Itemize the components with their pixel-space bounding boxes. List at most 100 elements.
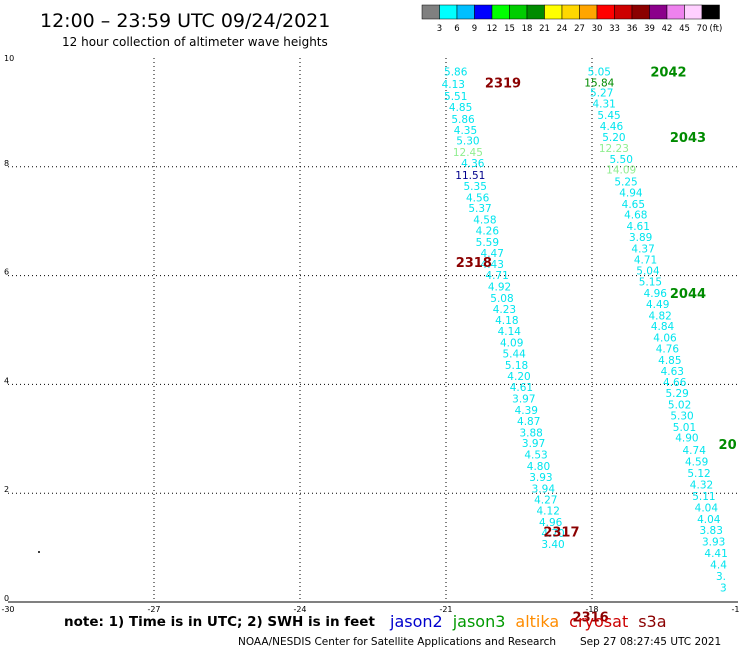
y-tick-labels: 0 2 4 6 8 10 [4,54,14,603]
color-scale-label: 33 [609,24,620,34]
color-scale-label: 45 [679,24,690,34]
swh-value: 4.39 [515,405,538,417]
swh-value: 5.18 [505,360,528,372]
swh-value: 4.37 [631,243,654,255]
color-swatch [701,4,720,20]
swh-value: 4.74 [683,445,707,457]
swh-value: 4.14 [498,326,522,338]
swh-value: 4.13 [442,79,465,91]
swh-value: 4.23 [493,304,516,316]
pass-time-label: 20 [719,438,737,453]
swh-value: 3 [720,582,727,594]
swh-value: 4.04 [695,502,719,514]
swh-value: 3.93 [529,472,552,484]
satellite-legend: jason2 jason3 altika cryosat s3a [389,612,667,631]
pass-time-label: 2318 [456,256,492,271]
footer-credit: NOAA/NESDIS Center for Satellite Applica… [238,636,556,648]
swh-value: 4.90 [675,433,698,445]
color-scale-label: 24 [557,24,568,34]
swh-value: 5.27 [590,87,613,99]
swh-value: 5.11 [692,491,715,503]
swh-value: 4.87 [517,416,540,428]
swh-value: 4.76 [656,343,680,355]
footer-timestamp: Sep 27 08:27:45 UTC 2021 [580,636,721,648]
color-swatch [561,4,580,20]
legend-cryosat: cryosat [569,612,628,631]
legend-s3a: s3a [638,612,666,631]
swh-value: 4.65 [622,199,645,211]
color-swatch [544,4,563,20]
color-scale: 3 6 9 12 15 18 21 24 27 30 33 36 39 42 45 70 (ft) [421,4,722,34]
pass-time-label: 2317 [543,525,579,540]
y-tick-label: 0 [4,594,9,603]
swh-value: 5.25 [614,176,637,188]
swh-value: 3.94 [532,483,556,495]
color-scale-label: 15 [504,24,515,34]
swh-value: 4.18 [495,315,518,327]
swh-value: 12.23 [599,143,629,155]
color-swatch [649,4,668,20]
swh-value: 4.71 [485,270,508,282]
swh-value: 5.15 [639,277,662,289]
swh-value: 5.12 [687,468,710,480]
color-scale-label: 30 [592,24,603,34]
swh-value: 4.96 [539,517,563,529]
swh-value: 4.46 [600,121,624,133]
swh-value: 4.35 [454,125,477,137]
swh-value: 3.89 [629,232,652,244]
swh-value: 5.50 [610,154,633,166]
color-swatch [684,4,703,20]
swh-value: 11.51 [455,170,485,182]
swh-value: 4.31 [592,99,615,111]
swh-value: 4.82 [648,310,671,322]
swh-value: 4.80 [527,461,550,473]
swh-value: 5.08 [490,293,513,305]
swh-value: 5.02 [668,400,691,412]
swh-value: 4.92 [488,281,511,293]
swh-value: 4.63 [661,366,684,378]
color-scale-label: 21 [539,24,550,34]
swh-value: 4.70 [541,528,564,540]
y-tick-label: 2 [4,485,9,494]
swh-value: 4.20 [507,371,530,383]
swh-value: 5.01 [673,422,696,434]
swh-value: 4.53 [524,450,547,462]
swh-value: 4.06 [653,333,677,345]
swh-value: 3. [716,571,726,583]
pass-time-label: 2042 [650,66,686,81]
color-scale-label: 12 [487,24,498,34]
swh-value: 4.09 [500,338,523,350]
swh-value: 5.45 [597,110,620,122]
y-tick-label: 10 [4,54,14,63]
page-subtitle: 12 hour collection of altimeter wave hei… [62,35,328,49]
swh-value: 5.59 [476,237,499,249]
swh-value: 4.59 [685,457,708,469]
color-scale-label: 27 [574,24,585,34]
swh-value: 4.04 [697,514,721,526]
swh-value: 4.32 [690,479,713,491]
swh-value: 4.41 [704,548,727,560]
swh-value: 3.83 [700,525,723,537]
swh-value: 3.97 [512,394,535,406]
color-swatch [439,4,458,20]
color-swatch [614,4,633,20]
swh-value: 4.12 [537,506,560,518]
y-tick-label: 6 [4,268,9,277]
color-scale-label: 39 [644,24,655,34]
x-tick-label: -18 [585,605,598,614]
color-scale-label: 42 [662,24,673,34]
pass-time-label: 2043 [670,131,706,146]
swh-value: 4.56 [466,192,490,204]
x-tick-labels: -30 -27 -24 -21 -18 -15 [1,605,740,614]
color-swatch [509,4,528,20]
swh-value: 5.04 [636,266,660,278]
color-swatch [526,4,545,20]
color-scale-label: 18 [522,24,533,34]
color-swatch [596,4,615,20]
color-scale-label: 9 [472,24,477,34]
swh-value: 4.4 [710,559,727,571]
swh-value: 4.96 [644,288,668,300]
legend-jason3: jason3 [452,612,506,631]
swh-value: 14.09 [606,165,636,177]
